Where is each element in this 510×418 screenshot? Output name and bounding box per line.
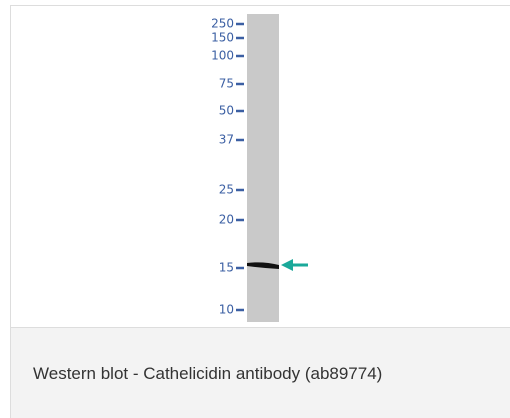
marker-label: 150 xyxy=(211,31,234,45)
marker-label: 37 xyxy=(219,133,234,147)
caption-area: Western blot - Cathelicidin antibody (ab… xyxy=(10,328,510,418)
marker-label: 10 xyxy=(219,303,234,317)
marker-label: 50 xyxy=(219,104,234,118)
page: Western blot - Cathelicidin antibody (ab… xyxy=(0,0,510,418)
lane xyxy=(247,14,279,322)
marker-label: 20 xyxy=(219,213,234,227)
arrow-head xyxy=(281,259,293,271)
marker-label: 75 xyxy=(219,77,234,91)
marker-label: 15 xyxy=(219,261,234,275)
marker-label: 250 xyxy=(211,17,234,31)
marker-label: 25 xyxy=(219,183,234,197)
caption: Western blot - Cathelicidin antibody (ab… xyxy=(33,364,382,384)
marker-label: 100 xyxy=(211,49,234,63)
